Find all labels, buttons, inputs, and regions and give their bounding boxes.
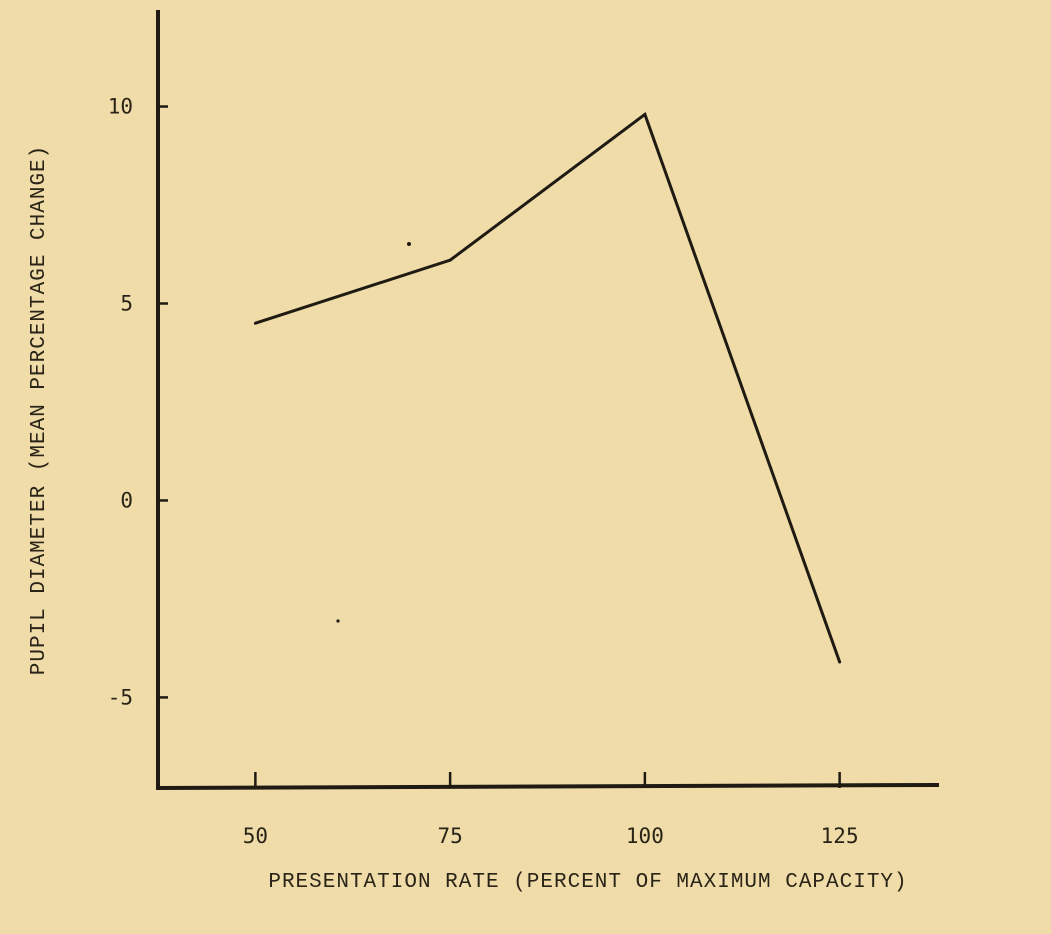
series-layer: [253, 111, 842, 664]
x-axis-title: PRESENTATION RATE (PERCENT OF MAXIMUM CA…: [268, 871, 907, 894]
y-tick-label: -5: [108, 685, 133, 709]
data-point: [838, 660, 842, 664]
x-tick-label: 50: [243, 824, 268, 848]
series-line: [254, 111, 842, 663]
y-tick-label: 10: [108, 95, 133, 119]
y-axis-title: PUPIL DIAMETER (MEAN PERCENTAGE CHANGE): [28, 145, 51, 675]
axes: [155, 10, 940, 791]
x-axis-line: [155, 782, 940, 791]
data-point: [253, 321, 257, 325]
y-tick-label: 5: [120, 291, 133, 315]
x-tick-label: 75: [437, 824, 462, 848]
data-point: [643, 112, 647, 116]
y-tick-label: 0: [120, 488, 133, 512]
speck-mark: [336, 619, 340, 623]
paper-specks: [336, 242, 411, 623]
x-tick-label: 100: [626, 824, 664, 848]
speck-mark: [407, 242, 411, 246]
data-point: [448, 258, 452, 262]
x-tick-label: 125: [821, 824, 859, 848]
